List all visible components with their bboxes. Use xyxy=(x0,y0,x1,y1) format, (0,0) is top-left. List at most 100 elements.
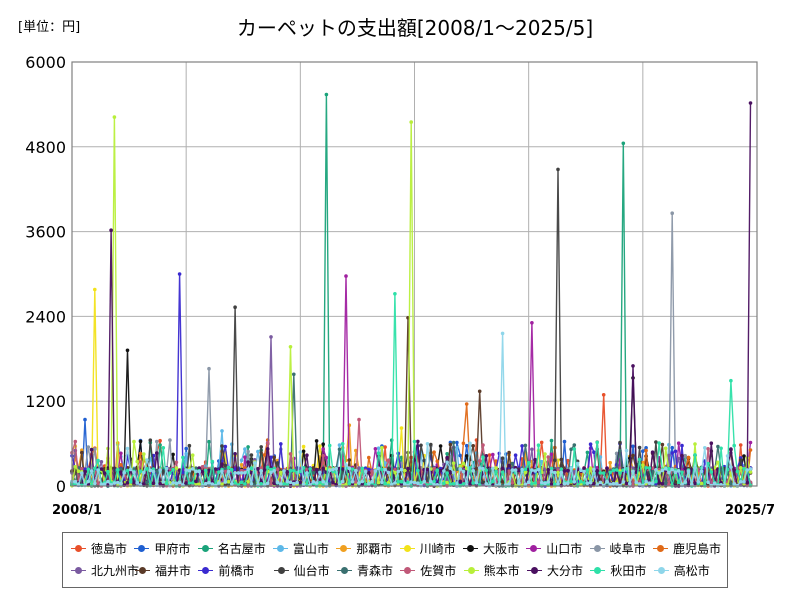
data-point xyxy=(738,466,743,470)
data-point xyxy=(321,442,326,447)
data-point xyxy=(327,468,332,473)
data-point xyxy=(693,466,697,470)
data-point xyxy=(279,442,283,446)
data-point xyxy=(520,467,524,472)
data-point xyxy=(585,481,590,486)
data-point xyxy=(331,480,335,485)
data-point xyxy=(491,479,495,484)
data-point xyxy=(249,466,254,470)
legend-swatch xyxy=(399,544,415,552)
data-point xyxy=(347,481,352,486)
data-point xyxy=(259,469,264,473)
data-point xyxy=(608,460,612,465)
data-point xyxy=(373,469,378,473)
data-point xyxy=(298,480,303,485)
data-point xyxy=(621,480,626,484)
data-point xyxy=(151,469,156,474)
data-point xyxy=(217,481,221,485)
data-point xyxy=(128,467,133,472)
data-point xyxy=(207,366,211,371)
data-point xyxy=(553,470,557,475)
data-point xyxy=(324,482,329,487)
data-point xyxy=(442,469,446,473)
data-point xyxy=(158,481,162,486)
y-tick-label: 1200 xyxy=(25,392,66,411)
data-point xyxy=(481,443,485,447)
data-point xyxy=(601,471,606,475)
data-point xyxy=(566,481,570,486)
data-point xyxy=(135,480,139,485)
data-point xyxy=(285,470,290,474)
legend-item: 川崎市 xyxy=(398,540,461,557)
data-point xyxy=(128,480,133,484)
data-point xyxy=(614,482,619,486)
data-point xyxy=(618,471,622,475)
data-point xyxy=(138,460,143,464)
data-point xyxy=(416,481,420,486)
data-point xyxy=(305,453,309,458)
data-point xyxy=(683,480,687,484)
data-point xyxy=(432,450,436,455)
data-point xyxy=(109,228,113,232)
data-point xyxy=(520,444,524,448)
data-point xyxy=(223,463,228,468)
data-point xyxy=(177,272,182,276)
data-point xyxy=(357,466,361,470)
legend-swatch xyxy=(71,566,86,574)
data-point xyxy=(474,467,479,471)
data-point xyxy=(654,440,658,444)
data-point xyxy=(729,447,733,451)
data-point xyxy=(637,482,642,486)
data-point xyxy=(399,479,404,484)
legend-label: 青森市 xyxy=(356,563,393,578)
data-point xyxy=(716,460,720,465)
data-point xyxy=(644,448,648,453)
data-point xyxy=(249,482,254,486)
data-point xyxy=(523,470,528,475)
data-point xyxy=(334,466,339,471)
data-point xyxy=(383,461,387,465)
data-point xyxy=(435,459,440,464)
data-point xyxy=(445,471,449,475)
data-point xyxy=(275,461,280,465)
data-point xyxy=(738,458,743,463)
data-point xyxy=(562,469,567,473)
data-point xyxy=(660,442,665,447)
data-point xyxy=(549,469,554,474)
data-point xyxy=(164,481,169,486)
data-point xyxy=(745,480,749,485)
x-tick-label: 2008/1 xyxy=(52,503,102,518)
data-point xyxy=(311,466,316,470)
data-point xyxy=(262,453,267,457)
legend-swatch xyxy=(336,544,352,552)
data-point xyxy=(660,481,665,486)
data-point xyxy=(86,445,91,449)
data-point xyxy=(487,453,492,457)
data-point xyxy=(445,468,449,473)
data-point xyxy=(507,463,511,468)
data-point xyxy=(347,466,352,471)
data-point xyxy=(386,458,391,463)
data-point xyxy=(650,469,655,474)
data-point xyxy=(530,447,534,452)
data-point xyxy=(631,469,635,474)
data-point xyxy=(422,479,427,484)
x-tick-label: 2019/9 xyxy=(504,503,554,518)
data-point xyxy=(559,467,564,471)
data-point xyxy=(93,481,97,486)
data-point xyxy=(102,471,107,475)
data-point xyxy=(262,468,267,472)
data-point xyxy=(213,467,218,471)
data-point xyxy=(491,452,495,457)
data-point xyxy=(194,466,198,471)
data-point xyxy=(243,455,247,460)
data-point xyxy=(380,467,384,472)
data-point xyxy=(360,482,365,487)
data-point xyxy=(318,444,322,448)
data-point xyxy=(252,461,257,465)
data-point xyxy=(461,461,466,466)
data-point xyxy=(151,467,156,471)
legend-swatch xyxy=(272,544,288,552)
data-point xyxy=(546,455,550,459)
data-point xyxy=(393,292,397,296)
